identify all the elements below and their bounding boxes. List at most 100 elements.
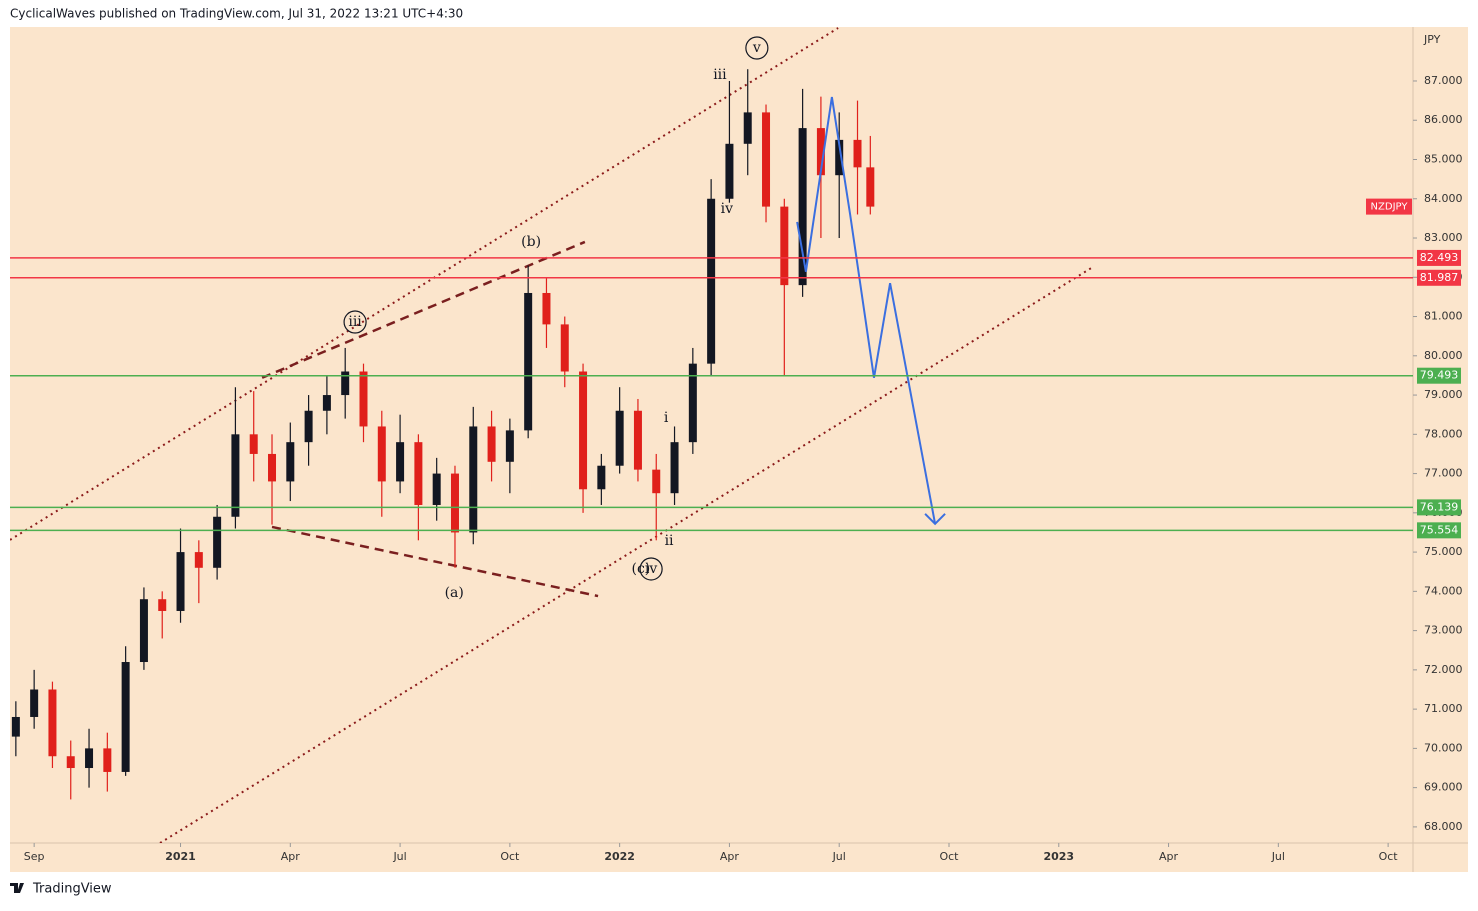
wave-label: ii [665,533,674,549]
candle-body [780,206,789,286]
wave-label: iv [645,561,657,577]
candle-body [414,442,423,505]
wave-label: i [664,410,669,426]
y-tick-label: 84.000 [1424,192,1463,205]
wave-label: (b) [521,234,541,250]
y-tick-label: 83.000 [1424,231,1463,244]
wave-circle [343,310,367,334]
y-tick-label: 68.000 [1424,820,1463,833]
candle-body [505,430,514,462]
candle-body [396,442,405,482]
level-tag [1417,269,1461,286]
chart-background [10,27,1468,872]
candle-body [487,426,496,462]
trendline [159,266,1094,843]
candle-body [103,748,112,772]
wave-label: v [752,40,761,56]
y-tick-label: 71.000 [1424,702,1463,715]
candle-body [249,434,258,454]
candle-body [341,371,350,396]
candle-body [670,442,679,494]
y-tick-label: 70.000 [1424,741,1463,754]
candle-body [268,453,277,482]
symbol-tag [1366,198,1412,215]
candle-body [725,143,734,199]
candle-body [432,473,441,505]
level-label: 76.139 [1420,500,1459,513]
y-tick-label: 86.000 [1424,113,1463,126]
level-label: 82.493 [1420,251,1459,264]
candle-body [579,371,588,490]
projection-path [796,96,937,525]
y-tick-label: 79.000 [1424,388,1463,401]
level-tag [1417,367,1461,384]
y-tick-label: 73.000 [1424,624,1463,637]
candle-body [139,599,148,663]
tradingview-logo: TradingView [10,882,112,897]
candle-body [762,112,771,207]
candle-body [11,716,20,737]
candle-body [85,748,94,769]
x-tick-label: Apr [720,850,740,863]
candle-body [158,599,167,611]
x-tick-label: 2021 [165,850,196,863]
level-label: 81.987 [1420,271,1459,284]
symbol-label: NZDJPY [1371,202,1409,213]
candle-body [633,410,642,470]
x-tick-label: Apr [1159,850,1179,863]
level-tag [1417,499,1461,516]
candle-body [359,371,368,427]
candle-body [322,395,331,411]
candle-body [853,139,862,168]
level-tag [1417,249,1461,266]
candle-body [798,128,807,286]
candle-body [176,552,185,611]
candle-body [48,689,57,757]
wave-label: iii [713,67,727,83]
wave-circle [639,557,663,581]
candle-body [835,139,844,176]
candle-body [597,465,606,490]
y-tick-label: 81.000 [1424,310,1463,323]
wave-label: (a) [445,585,464,601]
y-tick-label: 72.000 [1424,663,1463,676]
level-label: 79.493 [1420,369,1459,382]
candle-body [688,363,697,443]
candle-body [652,469,661,494]
brand: TradingView [32,882,112,897]
candle-body [816,128,825,176]
candle-body [524,292,533,431]
x-tick-label: Apr [281,850,301,863]
level-label: 75.554 [1420,523,1459,536]
x-tick-label: Jul [832,850,846,863]
wave-circle [745,36,769,60]
candle-body [560,324,569,372]
trendline [271,525,599,598]
candle-body [286,442,295,482]
x-tick-label: Sep [24,850,45,863]
logo-mark [10,883,24,893]
y-tick-label: 85.000 [1424,152,1463,165]
level-tag [1417,522,1461,539]
trendline [10,27,839,541]
candle-body [469,426,478,533]
candle-body [30,689,39,717]
y-tick-label: 77.000 [1424,467,1463,480]
candle-body [231,434,240,517]
price-unit: JPY [1423,33,1441,46]
candle-body [866,167,875,207]
candle-body [121,662,130,772]
x-tick-label: Jul [392,850,406,863]
y-tick-label: 78.000 [1424,427,1463,440]
y-tick-label: 80.000 [1424,349,1463,362]
candle-body [450,473,459,533]
candle-body [377,426,386,482]
trendline [261,240,586,379]
x-tick-label: Oct [500,850,520,863]
candle-body [542,292,551,325]
x-tick-label: Oct [1379,850,1399,863]
candle-body [743,112,752,144]
publish-info: CyclicalWaves published on TradingView.c… [10,7,463,21]
